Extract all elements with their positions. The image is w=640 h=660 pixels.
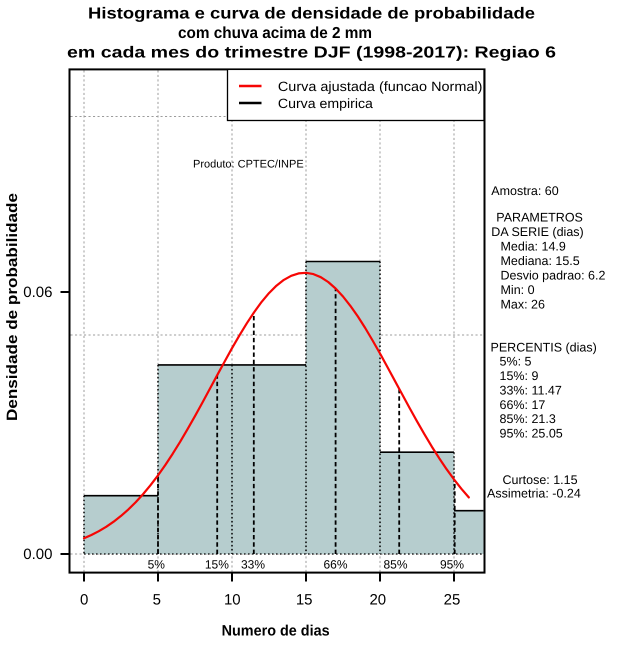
svg-text:15%: 9: 15%: 9 bbox=[500, 369, 539, 383]
svg-text:0: 0 bbox=[80, 592, 88, 609]
svg-text:PERCENTIS (dias): PERCENTIS (dias) bbox=[491, 340, 597, 354]
svg-text:25: 25 bbox=[444, 592, 461, 609]
svg-text:Curva ajustada (funcao Normal): Curva ajustada (funcao Normal) bbox=[278, 79, 483, 94]
svg-text:85%: 85% bbox=[383, 558, 407, 572]
svg-text:Media: 14.9: Media: 14.9 bbox=[501, 240, 566, 254]
svg-text:15%: 15% bbox=[205, 558, 229, 572]
svg-text:20: 20 bbox=[369, 592, 386, 609]
svg-text:Produto: CPTEC/INPE: Produto: CPTEC/INPE bbox=[193, 159, 304, 171]
svg-text:66%: 66% bbox=[323, 558, 347, 572]
svg-text:Amostra: 60: Amostra: 60 bbox=[491, 184, 558, 198]
svg-text:Densidade de probabilidade: Densidade de probabilidade bbox=[4, 193, 21, 421]
svg-text:15: 15 bbox=[296, 592, 313, 609]
svg-text:66%: 17: 66%: 17 bbox=[500, 398, 546, 412]
svg-text:33%: 33% bbox=[241, 558, 265, 572]
svg-text:5%: 5% bbox=[148, 558, 166, 572]
svg-text:Numero de dias: Numero de dias bbox=[222, 623, 330, 640]
svg-text:com chuva acima de 2 mm: com chuva acima de 2 mm bbox=[178, 25, 372, 42]
svg-text:Histograma e curva de densidad: Histograma e curva de densidade de proba… bbox=[88, 6, 535, 23]
svg-text:85%: 21.3: 85%: 21.3 bbox=[500, 412, 556, 426]
svg-text:Max: 26: Max: 26 bbox=[501, 298, 546, 312]
svg-text:0.00: 0.00 bbox=[23, 546, 52, 563]
svg-text:Curva empirica: Curva empirica bbox=[278, 96, 374, 111]
svg-text:10: 10 bbox=[224, 592, 241, 609]
svg-text:Min: 0: Min: 0 bbox=[501, 283, 535, 297]
svg-text:Assimetria: -0.24: Assimetria: -0.24 bbox=[487, 487, 581, 501]
svg-text:0.06: 0.06 bbox=[23, 284, 52, 301]
svg-text:95%: 25.05: 95%: 25.05 bbox=[500, 427, 563, 441]
svg-text:Curtose: 1.15: Curtose: 1.15 bbox=[503, 473, 578, 487]
svg-text:5%: 5: 5%: 5 bbox=[500, 355, 532, 369]
svg-text:33%: 11.47: 33%: 11.47 bbox=[500, 383, 562, 397]
svg-text:5: 5 bbox=[153, 592, 161, 609]
svg-text:DA SERIE (dias): DA SERIE (dias) bbox=[491, 225, 583, 239]
svg-text:95%: 95% bbox=[440, 558, 464, 572]
svg-text:Desvio padrao: 6.2: Desvio padrao: 6.2 bbox=[501, 269, 606, 283]
svg-text:PARAMETROS: PARAMETROS bbox=[496, 211, 583, 225]
svg-text:em cada mes do trimestre DJF (: em cada mes do trimestre DJF (1998-2017)… bbox=[67, 45, 556, 62]
svg-text:Mediana: 15.5: Mediana: 15.5 bbox=[501, 254, 580, 268]
